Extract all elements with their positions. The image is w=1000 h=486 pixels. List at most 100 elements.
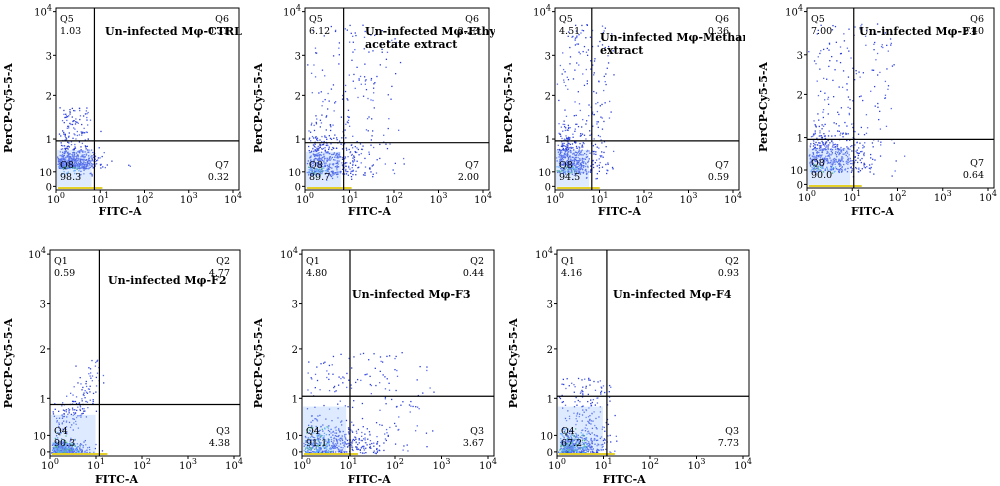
event-point (597, 45, 599, 47)
event-point (318, 154, 321, 156)
event-point (596, 397, 598, 399)
event-point (601, 428, 603, 430)
x-tick-label: 102 (641, 457, 659, 472)
event-point (841, 166, 843, 169)
event-point (75, 161, 77, 163)
event-point (60, 451, 63, 453)
event-point (101, 450, 104, 452)
event-point (582, 172, 585, 174)
event-point (354, 164, 357, 167)
event-point (83, 127, 85, 130)
event-point (340, 421, 342, 423)
event-point (570, 163, 573, 165)
event-point (308, 449, 311, 451)
event-point (348, 379, 350, 381)
event-point (81, 413, 83, 415)
event-point (595, 417, 597, 420)
event-point (334, 30, 337, 33)
event-point (353, 155, 355, 157)
event-point (80, 449, 82, 451)
event-point (857, 154, 860, 157)
event-point (364, 439, 366, 441)
event-point (61, 158, 64, 161)
event-point (587, 451, 589, 453)
event-point (318, 147, 320, 149)
event-point (63, 157, 65, 159)
event-point (80, 156, 82, 158)
event-point (566, 438, 568, 441)
event-point (349, 24, 351, 27)
event-point (614, 450, 616, 452)
event-point (66, 433, 68, 435)
event-point (326, 376, 328, 379)
event-point (596, 177, 598, 180)
event-point (815, 141, 817, 144)
event-point (582, 433, 584, 435)
event-point (343, 377, 345, 379)
event-point (312, 147, 314, 150)
event-point (333, 446, 335, 449)
event-point (833, 167, 835, 170)
event-point (306, 446, 308, 449)
event-point (78, 170, 80, 172)
event-point (579, 162, 581, 165)
event-point (557, 171, 559, 174)
event-point (64, 135, 66, 137)
event-point (62, 451, 65, 453)
event-point (344, 434, 346, 436)
event-point (341, 162, 343, 164)
event-point (864, 35, 867, 37)
event-point (358, 79, 360, 81)
facs-plot-2: 100 101 102 103 104010123104FITC-APerCP-Cy5-… (252, 4, 495, 218)
event-point (62, 162, 64, 165)
event-point (85, 380, 87, 383)
event-point (368, 51, 370, 53)
event-point (310, 438, 312, 441)
event-point (561, 149, 564, 151)
event-point (343, 450, 345, 453)
event-point (571, 164, 574, 167)
event-point (866, 127, 869, 129)
event-point (332, 173, 334, 175)
event-point (589, 384, 591, 386)
event-point (71, 407, 74, 409)
event-point (56, 443, 58, 445)
event-point (330, 25, 332, 28)
event-point (567, 148, 570, 150)
event-point (370, 139, 373, 141)
event-point (847, 157, 850, 160)
event-point (341, 98, 344, 100)
x-tick-label: 100 (293, 457, 311, 472)
event-point (817, 155, 820, 158)
event-point (869, 168, 872, 170)
event-point (579, 154, 582, 156)
event-point (577, 169, 579, 171)
y-tick-label: 104 (785, 4, 803, 19)
event-point (304, 440, 307, 442)
event-point (71, 450, 73, 452)
plot-frame (49, 249, 241, 457)
event-point (832, 161, 834, 163)
event-point (316, 445, 319, 447)
event-point (351, 59, 353, 61)
event-point (565, 84, 567, 87)
event-point (85, 385, 88, 388)
event-point (334, 134, 336, 136)
event-point (73, 159, 76, 162)
event-point (335, 390, 337, 392)
event-point (562, 52, 564, 54)
event-point (68, 452, 71, 454)
event-point (565, 150, 567, 152)
event-point (881, 44, 883, 46)
event-point (886, 68, 888, 70)
event-point (328, 146, 330, 148)
event-point (66, 172, 68, 174)
event-point (826, 167, 829, 169)
event-point (364, 174, 366, 176)
event-point (319, 126, 321, 128)
event-point (71, 161, 73, 163)
event-point (308, 138, 310, 140)
event-point (320, 144, 322, 146)
event-point (334, 102, 336, 104)
event-point (824, 157, 826, 159)
